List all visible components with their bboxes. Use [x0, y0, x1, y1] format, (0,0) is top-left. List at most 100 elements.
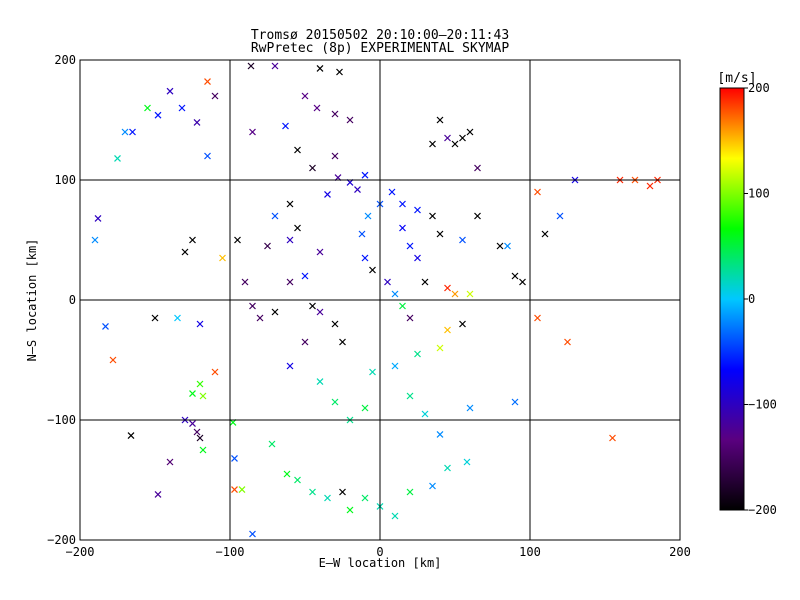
cross-marker — [301, 338, 309, 346]
cross-marker — [358, 230, 366, 238]
cross-marker — [331, 110, 339, 118]
cross-marker — [231, 454, 238, 462]
cross-marker — [369, 368, 376, 376]
cross-marker — [361, 404, 369, 412]
cross-marker — [466, 404, 474, 412]
x-tick-label: 200 — [669, 545, 691, 559]
cross-marker — [414, 254, 421, 262]
colorbar-tick-label: −100 — [748, 398, 777, 412]
cross-marker — [369, 266, 376, 274]
cross-marker — [91, 236, 99, 244]
cross-marker — [231, 486, 238, 494]
chart-subtitle: RwPretec (8p) EXPERIMENTAL SKYMAP — [251, 41, 509, 56]
cross-marker — [204, 78, 211, 86]
cross-marker — [309, 164, 316, 172]
cross-marker — [286, 362, 294, 370]
cross-marker — [421, 278, 429, 286]
cross-marker — [444, 284, 451, 292]
y-axis-ticks: −200 −100 0 100 200 — [47, 53, 76, 547]
cross-marker — [421, 410, 429, 418]
cross-marker — [391, 362, 399, 370]
cross-marker — [384, 278, 391, 286]
cross-marker — [429, 140, 436, 148]
cross-marker — [406, 392, 414, 400]
cross-marker — [534, 314, 541, 322]
cross-marker — [463, 458, 471, 466]
cross-marker — [324, 190, 331, 198]
cross-marker — [282, 122, 289, 130]
cross-marker — [511, 272, 519, 280]
cross-marker — [361, 254, 369, 262]
cross-marker — [406, 242, 414, 250]
cross-marker — [234, 236, 241, 244]
cross-marker — [339, 488, 346, 496]
cross-marker — [313, 104, 321, 112]
colorbar-label: [m/s] — [717, 71, 756, 86]
cross-marker — [556, 212, 564, 220]
cross-marker — [444, 464, 451, 472]
cross-marker — [294, 476, 301, 484]
cross-marker — [474, 212, 481, 220]
cross-marker — [256, 314, 264, 322]
cross-marker — [354, 186, 361, 194]
cross-marker — [519, 278, 526, 286]
cross-marker — [459, 320, 466, 328]
cross-marker — [444, 326, 451, 334]
x-tick-label: −200 — [66, 545, 95, 559]
cross-marker — [496, 242, 504, 250]
cross-marker — [391, 512, 399, 520]
cross-marker — [331, 320, 339, 328]
y-tick-label: −100 — [47, 413, 76, 427]
colorbar-tick-label: 100 — [748, 187, 770, 201]
cross-marker — [196, 320, 204, 328]
cross-marker — [331, 152, 339, 160]
cross-marker — [406, 314, 414, 322]
cross-marker — [114, 154, 121, 162]
cross-marker — [391, 290, 399, 298]
cross-marker — [294, 146, 301, 154]
cross-marker — [436, 344, 444, 352]
colorbar — [719, 87, 745, 511]
cross-marker — [189, 420, 196, 428]
cross-marker — [154, 111, 162, 119]
grid-lines — [80, 60, 680, 540]
cross-marker — [534, 188, 541, 196]
cross-marker — [466, 290, 474, 298]
cross-marker — [414, 350, 421, 358]
x-tick-label: 0 — [376, 545, 383, 559]
cross-marker — [436, 430, 444, 438]
cross-marker — [466, 128, 474, 136]
cross-marker — [309, 488, 316, 496]
cross-marker — [166, 458, 174, 466]
cross-marker — [414, 206, 421, 214]
cross-marker — [283, 470, 291, 478]
cross-marker — [271, 212, 279, 220]
cross-marker — [271, 62, 279, 70]
cross-marker — [399, 224, 406, 232]
cross-marker — [189, 390, 196, 398]
cross-marker — [436, 116, 444, 124]
x-tick-label: 100 — [519, 545, 541, 559]
cross-marker — [238, 486, 246, 494]
cross-marker — [451, 290, 459, 298]
cross-marker — [316, 378, 324, 386]
cross-marker — [511, 398, 519, 406]
cross-marker — [399, 302, 406, 310]
cross-marker — [196, 434, 204, 442]
cross-marker — [189, 236, 196, 244]
cross-marker — [181, 248, 189, 256]
cross-marker — [429, 212, 436, 220]
cross-marker — [286, 200, 294, 208]
y-tick-label: −200 — [47, 533, 76, 547]
colorbar-ticks: 200 100 0 −100 −200 — [744, 81, 777, 517]
cross-marker — [174, 314, 181, 322]
cross-marker — [324, 494, 331, 502]
cross-marker — [399, 200, 406, 208]
cross-marker — [204, 152, 211, 160]
cross-marker — [309, 302, 316, 310]
cross-marker — [406, 488, 414, 496]
cross-marker — [127, 432, 135, 440]
cross-marker — [178, 104, 186, 112]
cross-marker — [199, 392, 207, 400]
